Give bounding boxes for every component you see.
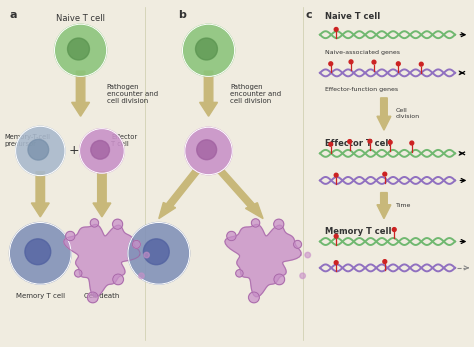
Text: Pathogen
encounter and
cell division: Pathogen encounter and cell division — [230, 84, 281, 104]
FancyArrow shape — [93, 172, 111, 217]
Ellipse shape — [388, 141, 392, 144]
Text: Memory-T-cell
precursor: Memory-T-cell precursor — [5, 134, 51, 146]
Ellipse shape — [273, 219, 284, 229]
Ellipse shape — [410, 141, 414, 145]
Text: Cell death: Cell death — [84, 293, 119, 299]
Ellipse shape — [25, 239, 51, 265]
Ellipse shape — [185, 127, 232, 175]
Ellipse shape — [334, 261, 338, 264]
Ellipse shape — [87, 292, 98, 303]
Ellipse shape — [334, 234, 338, 238]
Text: c: c — [306, 10, 312, 20]
Text: Effector-function genes: Effector-function genes — [325, 87, 398, 92]
Ellipse shape — [305, 252, 310, 258]
Ellipse shape — [90, 219, 99, 227]
Ellipse shape — [293, 240, 301, 248]
Ellipse shape — [396, 62, 400, 66]
Text: Cell
division: Cell division — [396, 108, 420, 119]
Ellipse shape — [55, 24, 107, 76]
Ellipse shape — [248, 292, 259, 303]
Ellipse shape — [65, 231, 75, 241]
Ellipse shape — [68, 38, 90, 60]
Text: b: b — [178, 10, 186, 20]
Ellipse shape — [227, 231, 236, 241]
Ellipse shape — [372, 60, 376, 64]
Text: Memory T cell: Memory T cell — [16, 293, 65, 299]
Text: +: + — [68, 144, 79, 158]
Ellipse shape — [143, 239, 169, 265]
Ellipse shape — [113, 274, 124, 285]
Ellipse shape — [74, 270, 82, 277]
Ellipse shape — [128, 222, 190, 284]
Ellipse shape — [139, 273, 144, 279]
Text: Effector
T cell: Effector T cell — [111, 134, 137, 146]
FancyArrow shape — [72, 71, 90, 116]
Ellipse shape — [251, 219, 260, 227]
Ellipse shape — [334, 27, 338, 31]
Ellipse shape — [236, 270, 243, 277]
Polygon shape — [64, 225, 140, 297]
FancyArrow shape — [31, 172, 49, 217]
Ellipse shape — [144, 252, 149, 258]
FancyArrow shape — [218, 169, 263, 219]
Text: a: a — [9, 10, 17, 20]
Ellipse shape — [368, 139, 372, 143]
Ellipse shape — [383, 260, 387, 263]
Text: Naive T cell: Naive T cell — [325, 12, 380, 21]
Ellipse shape — [91, 141, 109, 159]
Ellipse shape — [80, 129, 124, 173]
FancyArrow shape — [377, 193, 391, 219]
FancyArrow shape — [200, 71, 218, 116]
Ellipse shape — [383, 172, 387, 176]
Ellipse shape — [300, 273, 305, 279]
Text: Effector T cell: Effector T cell — [325, 139, 391, 148]
Ellipse shape — [197, 140, 217, 160]
Ellipse shape — [329, 142, 333, 146]
Ellipse shape — [349, 60, 353, 64]
Ellipse shape — [132, 240, 140, 248]
Text: Pathogen
encounter and
cell division: Pathogen encounter and cell division — [107, 84, 158, 104]
Text: Memory T cell: Memory T cell — [325, 227, 391, 236]
Ellipse shape — [419, 62, 423, 66]
Ellipse shape — [112, 219, 123, 229]
Ellipse shape — [16, 126, 65, 176]
Ellipse shape — [28, 139, 49, 160]
Ellipse shape — [392, 228, 396, 231]
Polygon shape — [225, 225, 301, 297]
Ellipse shape — [334, 173, 338, 177]
Ellipse shape — [182, 24, 235, 76]
Text: Naive-associated genes: Naive-associated genes — [325, 50, 400, 55]
Text: Time: Time — [396, 203, 411, 208]
Ellipse shape — [329, 62, 333, 66]
Ellipse shape — [9, 222, 71, 284]
Text: Naive T cell: Naive T cell — [56, 14, 105, 23]
Ellipse shape — [274, 274, 285, 285]
Ellipse shape — [348, 139, 352, 143]
Ellipse shape — [195, 38, 218, 60]
FancyArrow shape — [159, 169, 200, 219]
FancyArrow shape — [377, 98, 391, 130]
